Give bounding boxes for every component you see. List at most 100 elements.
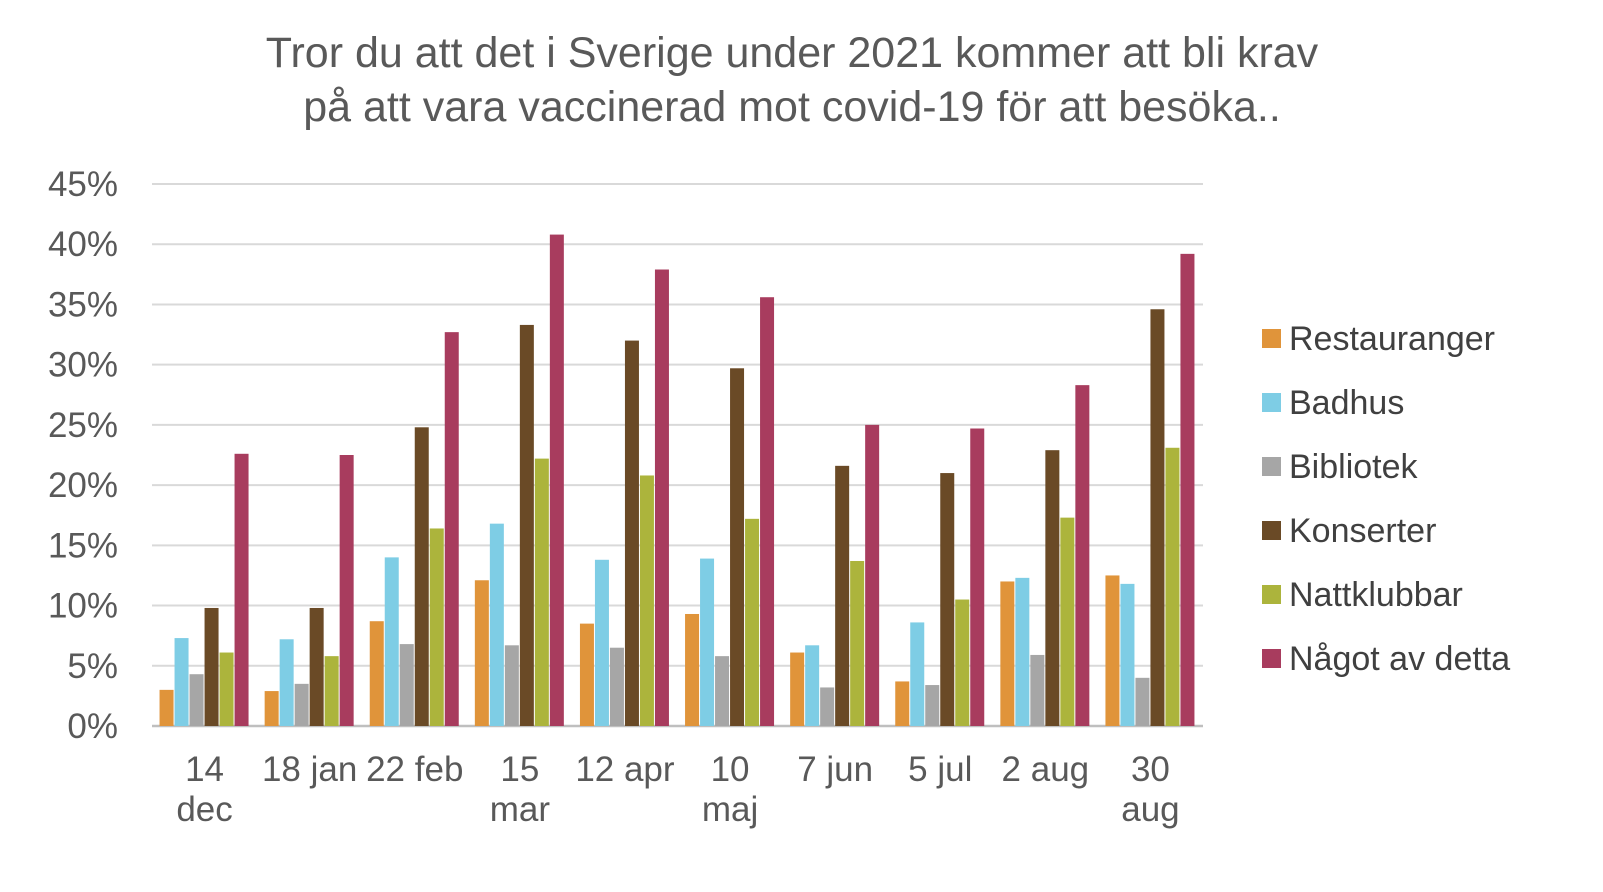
legend-label: Nattklubbar — [1289, 576, 1463, 614]
chart-title: Tror du att det i Sverige under 2021 kom… — [266, 29, 1319, 131]
x-tick-label: 14 — [185, 750, 224, 789]
bar — [1135, 677, 1150, 726]
chart-title-line: Tror du att det i Sverige under 2021 kom… — [266, 29, 1319, 77]
bar — [309, 607, 324, 726]
bar — [279, 639, 294, 726]
bar — [820, 687, 835, 726]
legend-swatch — [1262, 457, 1281, 476]
bar — [925, 685, 940, 726]
y-tick-label: 15% — [48, 526, 118, 565]
bar — [489, 523, 504, 726]
x-tick-label: maj — [702, 790, 758, 829]
bar — [955, 599, 970, 726]
x-tick-label: 18 jan — [262, 750, 357, 789]
x-tick-label: mar — [490, 790, 551, 829]
bar — [549, 234, 564, 726]
legend-swatch — [1262, 393, 1281, 412]
bar — [519, 324, 534, 726]
bar — [1000, 581, 1015, 726]
legend-label: Badhus — [1289, 384, 1404, 422]
bar — [204, 607, 219, 726]
bar — [219, 652, 234, 726]
x-tick-label: dec — [176, 790, 232, 829]
y-tick-label: 0% — [67, 707, 118, 746]
bar — [189, 674, 204, 726]
y-tick-label: 5% — [67, 647, 118, 686]
bar — [1060, 517, 1075, 726]
x-tick-label: 30 — [1131, 750, 1170, 789]
bar — [474, 580, 489, 726]
bar — [805, 645, 820, 726]
bar — [174, 638, 189, 726]
bar — [1120, 583, 1135, 726]
x-tick-label: 10 — [711, 750, 750, 789]
chart-title-line: på att vara vaccinerad mot covid-19 för … — [303, 83, 1281, 131]
bar — [384, 557, 399, 726]
y-tick-label: 40% — [48, 225, 118, 264]
y-axis-ticks: 0% 5% 10% 15% 20% 25% 30% 35% 40% 45% — [48, 165, 118, 746]
bar — [159, 689, 174, 726]
bar — [444, 332, 459, 726]
bar — [700, 558, 715, 726]
legend-label: Konserter — [1289, 512, 1436, 550]
bar — [910, 622, 925, 726]
bar — [399, 644, 414, 726]
bar — [654, 269, 669, 726]
y-tick-label: 30% — [48, 346, 118, 385]
bar — [429, 528, 444, 726]
x-tick-label: 12 apr — [575, 750, 675, 789]
bar — [685, 613, 700, 726]
x-tick-label: aug — [1121, 790, 1179, 829]
legend-label: Restauranger — [1289, 320, 1495, 358]
bar — [790, 652, 805, 726]
bar — [970, 428, 985, 726]
bar — [865, 424, 880, 726]
bar — [730, 368, 745, 726]
bar — [1180, 253, 1195, 726]
x-tick-label: 22 feb — [366, 750, 463, 789]
y-tick-label: 20% — [48, 466, 118, 505]
bar — [324, 656, 339, 726]
bar — [579, 623, 594, 726]
legend-swatch — [1262, 585, 1281, 604]
bars — [159, 234, 1195, 726]
bar — [339, 455, 354, 726]
bar — [624, 340, 639, 726]
bar — [369, 621, 384, 726]
bar — [835, 465, 850, 726]
legend-swatch — [1262, 649, 1281, 668]
bar — [594, 559, 609, 726]
bar — [1165, 447, 1180, 726]
bar — [715, 656, 730, 726]
bar — [1030, 654, 1045, 726]
bar — [760, 297, 775, 726]
x-tick-label: 5 jul — [908, 750, 972, 789]
x-tick-label: 7 jun — [797, 750, 873, 789]
bar — [639, 475, 654, 726]
x-tick-label: 2 aug — [1002, 750, 1090, 789]
bar — [1150, 309, 1165, 726]
y-tick-label: 45% — [48, 165, 118, 204]
legend-label: Bibliotek — [1289, 448, 1419, 486]
bar — [895, 681, 910, 726]
bar — [1075, 385, 1090, 726]
bar — [234, 453, 249, 726]
bar — [414, 427, 429, 726]
bar — [940, 473, 955, 726]
bar — [609, 647, 624, 726]
bar — [534, 458, 549, 726]
x-tick-label: 15 — [500, 750, 539, 789]
legend-swatch — [1262, 329, 1281, 348]
y-tick-label: 10% — [48, 587, 118, 626]
bar — [504, 645, 519, 726]
bar — [264, 691, 279, 726]
bar — [745, 518, 760, 726]
legend-label: Något av detta — [1289, 640, 1510, 678]
y-tick-label: 35% — [48, 285, 118, 324]
bar — [1105, 575, 1120, 726]
bar — [850, 560, 865, 726]
bar — [294, 683, 309, 726]
legend: Restauranger Badhus Bibliotek Konserter Natt… — [1262, 320, 1510, 678]
